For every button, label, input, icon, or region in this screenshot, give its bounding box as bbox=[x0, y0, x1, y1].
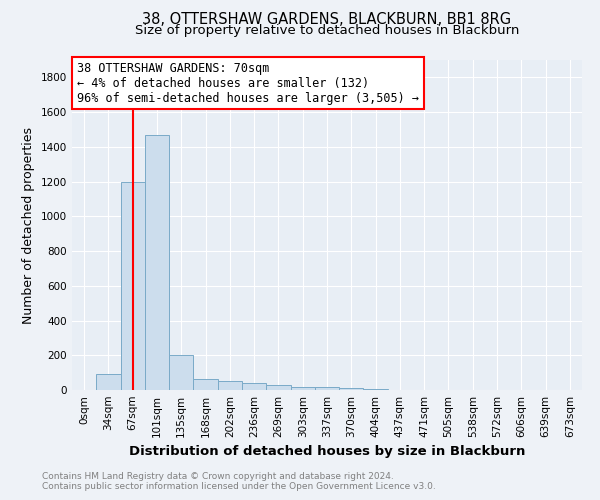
Bar bbox=[145, 134, 169, 390]
Bar bbox=[193, 378, 218, 390]
Bar bbox=[315, 388, 339, 390]
Bar bbox=[290, 386, 315, 390]
Text: 38, OTTERSHAW GARDENS, BLACKBURN, BB1 8RG: 38, OTTERSHAW GARDENS, BLACKBURN, BB1 8R… bbox=[142, 12, 512, 28]
X-axis label: Distribution of detached houses by size in Blackburn: Distribution of detached houses by size … bbox=[129, 446, 525, 458]
Bar bbox=[169, 356, 193, 390]
Bar bbox=[121, 182, 145, 390]
Bar bbox=[364, 389, 388, 390]
Text: Contains HM Land Registry data © Crown copyright and database right 2024.: Contains HM Land Registry data © Crown c… bbox=[42, 472, 394, 481]
Y-axis label: Number of detached properties: Number of detached properties bbox=[22, 126, 35, 324]
Bar bbox=[266, 385, 290, 390]
Text: Contains public sector information licensed under the Open Government Licence v3: Contains public sector information licen… bbox=[42, 482, 436, 491]
Text: Size of property relative to detached houses in Blackburn: Size of property relative to detached ho… bbox=[135, 24, 519, 37]
Bar bbox=[96, 374, 121, 390]
Bar bbox=[339, 388, 364, 390]
Text: 38 OTTERSHAW GARDENS: 70sqm
← 4% of detached houses are smaller (132)
96% of sem: 38 OTTERSHAW GARDENS: 70sqm ← 4% of deta… bbox=[77, 62, 419, 104]
Bar bbox=[242, 384, 266, 390]
Bar bbox=[218, 382, 242, 390]
